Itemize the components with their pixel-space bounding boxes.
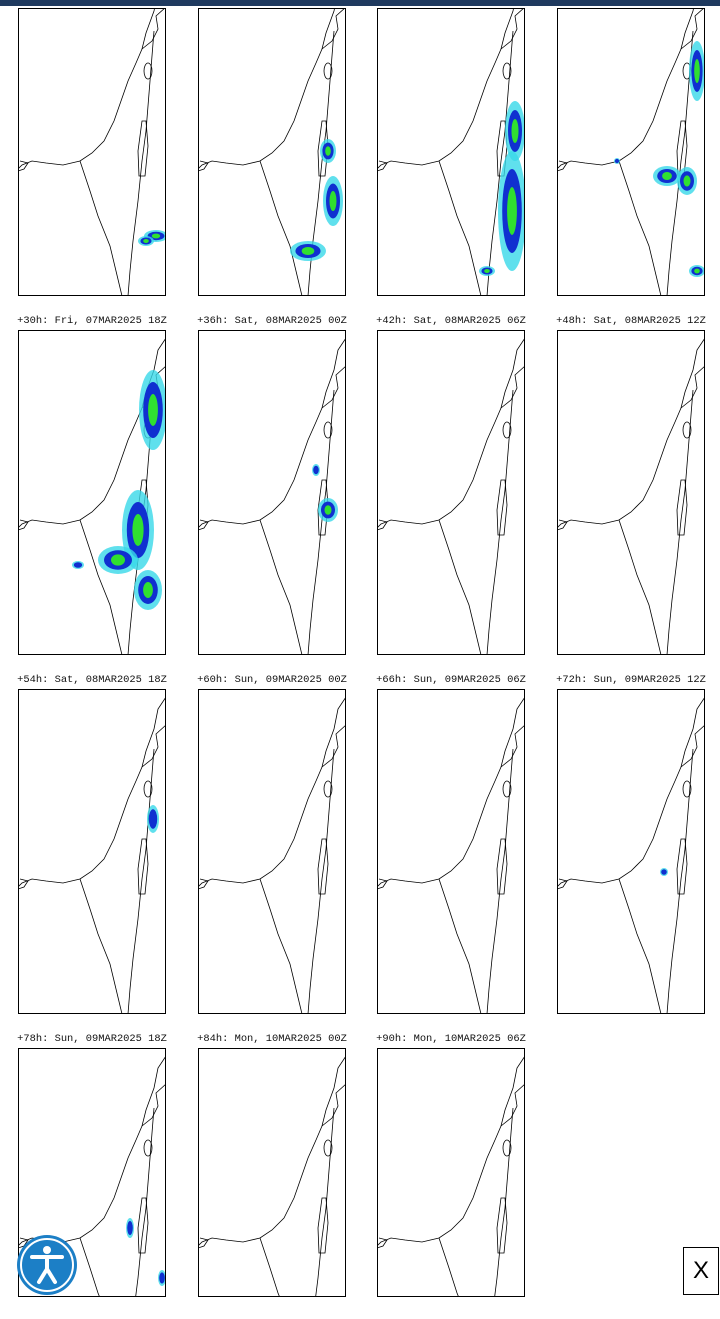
forecast-label: +36h: Sat, 08MAR2025 00Z	[197, 315, 347, 327]
map-outline	[557, 330, 705, 655]
map-outline	[18, 689, 166, 1014]
precip-core	[132, 514, 144, 546]
precip-core	[324, 505, 332, 515]
forecast-label: +66h: Sun, 09MAR2025 06Z	[376, 674, 526, 686]
precip-core	[694, 59, 700, 83]
forecast-map	[557, 330, 705, 655]
map-frame	[198, 8, 346, 296]
map-frame	[557, 330, 705, 655]
precip-core	[111, 554, 125, 566]
forecast-map	[557, 689, 705, 1014]
precip-mid	[73, 562, 83, 568]
map-frame	[377, 689, 525, 1014]
precip-core	[683, 175, 691, 187]
map-outline	[198, 689, 346, 1014]
precip-core	[151, 233, 161, 239]
map-outline	[377, 1048, 525, 1297]
precip-core	[694, 268, 700, 274]
map-frame	[198, 1048, 346, 1297]
precip-core	[148, 394, 158, 426]
forecast-label: +84h: Mon, 10MAR2025 00Z	[197, 1033, 347, 1045]
precip-core	[143, 582, 153, 598]
map-frame	[377, 1048, 525, 1297]
map-outline	[377, 689, 525, 1014]
forecast-label: +90h: Mon, 10MAR2025 06Z	[376, 1033, 526, 1045]
precip-core	[143, 239, 149, 243]
map-frame	[377, 8, 525, 296]
forecast-map	[18, 8, 166, 296]
forecast-map	[377, 8, 525, 296]
map-frame	[18, 8, 166, 296]
map-outline	[557, 8, 705, 296]
forecast-map	[18, 330, 166, 655]
map-outline	[198, 330, 346, 655]
forecast-map	[198, 689, 346, 1014]
precip-core	[507, 187, 517, 235]
map-frame	[198, 689, 346, 1014]
forecast-label: +60h: Sun, 09MAR2025 00Z	[197, 674, 347, 686]
forecast-map	[18, 689, 166, 1014]
map-frame	[18, 689, 166, 1014]
forecast-label: +78h: Sun, 09MAR2025 18Z	[17, 1033, 167, 1045]
forecast-map	[198, 1048, 346, 1297]
forecast-label: +30h: Fri, 07MAR2025 18Z	[17, 315, 167, 327]
map-outline	[377, 330, 525, 655]
forecast-label: +72h: Sun, 09MAR2025 12Z	[556, 674, 706, 686]
precip-core	[325, 146, 331, 156]
map-frame	[18, 330, 166, 655]
precip-core	[511, 119, 519, 143]
forecast-map	[18, 1048, 166, 1297]
map-frame	[377, 330, 525, 655]
forecast-map	[198, 8, 346, 296]
forecast-map	[377, 330, 525, 655]
map-frame	[198, 330, 346, 655]
map-outline	[18, 8, 166, 296]
forecast-label: +42h: Sat, 08MAR2025 06Z	[376, 315, 526, 327]
precip-mid	[661, 869, 667, 875]
top-bar	[0, 0, 720, 6]
precip-mid	[159, 1272, 165, 1284]
precip-core	[484, 269, 490, 273]
map-frame	[557, 689, 705, 1014]
precip-mid	[148, 809, 158, 829]
forecast-map	[557, 8, 705, 296]
map-outline	[557, 689, 705, 1014]
forecast-label: +48h: Sat, 08MAR2025 12Z	[556, 315, 706, 327]
forecast-label: +54h: Sat, 08MAR2025 18Z	[17, 674, 167, 686]
precip-core	[301, 247, 315, 255]
precip-core	[662, 172, 672, 180]
map-outline	[198, 1048, 346, 1297]
precip-mid	[127, 1221, 133, 1235]
precip-mid	[614, 158, 620, 164]
precip-core	[329, 191, 337, 211]
map-frame	[557, 8, 705, 296]
close-button[interactable]: X	[683, 1247, 719, 1295]
forecast-map	[377, 689, 525, 1014]
accessibility-button[interactable]	[17, 1235, 77, 1295]
forecast-map	[377, 1048, 525, 1297]
precip-mid	[313, 465, 319, 475]
forecast-map	[198, 330, 346, 655]
map-frame	[18, 1048, 166, 1297]
